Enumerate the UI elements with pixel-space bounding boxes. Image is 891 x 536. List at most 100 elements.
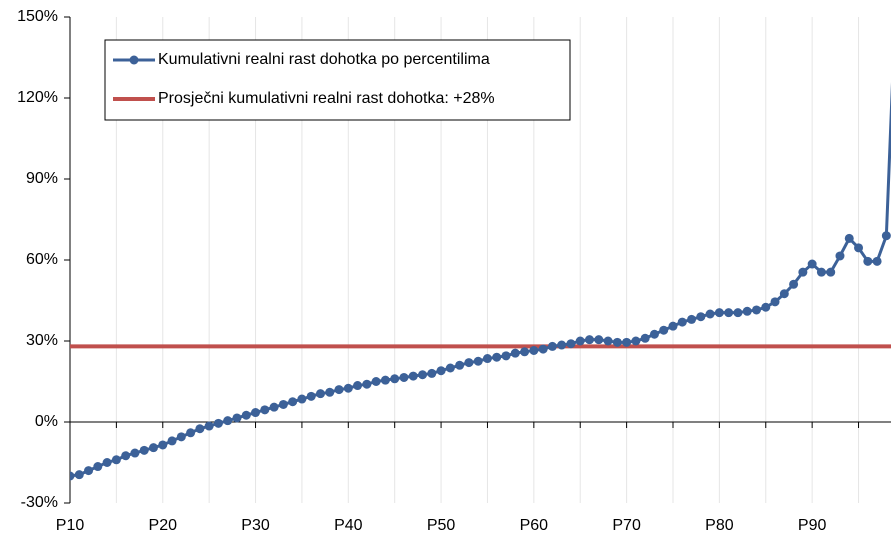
data-point xyxy=(390,374,400,384)
data-point xyxy=(547,341,557,351)
data-point xyxy=(139,445,149,455)
data-point xyxy=(677,317,687,327)
data-point xyxy=(659,325,669,335)
legend-label: Kumulativni realni rast dohotka po perce… xyxy=(158,51,490,68)
data-point xyxy=(668,321,678,331)
data-point xyxy=(74,470,84,480)
data-point xyxy=(251,408,261,418)
data-point xyxy=(380,375,390,385)
data-point xyxy=(278,399,288,409)
y-tick-label: 150% xyxy=(17,8,58,25)
data-point xyxy=(418,370,428,380)
data-point xyxy=(84,466,94,476)
data-point xyxy=(445,363,455,373)
data-point xyxy=(585,335,595,345)
x-tick-label: P40 xyxy=(334,517,363,534)
data-point xyxy=(575,336,585,346)
data-point xyxy=(612,337,622,347)
y-tick-label: 120% xyxy=(17,89,58,106)
data-point xyxy=(353,381,363,391)
y-tick-label: 30% xyxy=(26,332,58,349)
x-tick-label: P30 xyxy=(241,517,270,534)
data-point xyxy=(687,314,697,324)
data-point xyxy=(492,352,502,362)
data-point xyxy=(371,377,381,386)
data-point xyxy=(557,340,567,350)
data-point xyxy=(844,233,854,243)
data-point xyxy=(436,366,446,376)
data-point xyxy=(213,418,223,428)
data-point xyxy=(770,297,780,307)
data-point xyxy=(594,335,604,345)
axes: -30% 0% 30% 60% 90% 120% 150% P10 P20 P30 P40 P50 P6… xyxy=(17,8,891,534)
y-tick-label: 90% xyxy=(26,170,58,187)
data-point xyxy=(714,308,724,318)
data-point xyxy=(816,267,826,277)
legend-box xyxy=(104,39,571,121)
data-point xyxy=(881,231,891,241)
data-point xyxy=(111,455,121,465)
data-point xyxy=(223,416,233,426)
data-point xyxy=(167,436,177,446)
x-tick-label: P70 xyxy=(612,517,641,534)
data-point xyxy=(325,387,335,397)
data-point xyxy=(807,259,817,269)
data-point xyxy=(566,339,576,349)
data-point xyxy=(455,360,465,370)
data-point xyxy=(93,462,103,472)
data-point xyxy=(640,333,650,343)
x-tick-label: P10 xyxy=(56,517,85,534)
data-point xyxy=(789,279,799,289)
data-point xyxy=(751,305,761,315)
data-point xyxy=(148,443,158,453)
data-point xyxy=(306,391,316,401)
y-tick-label: 0% xyxy=(35,413,58,430)
data-point xyxy=(854,243,864,253)
data-point xyxy=(696,312,706,322)
data-point xyxy=(232,413,242,423)
data-point xyxy=(761,302,771,312)
data-point xyxy=(408,371,418,381)
data-point xyxy=(315,389,325,399)
data-point xyxy=(631,336,641,346)
data-point xyxy=(482,354,492,364)
data-point xyxy=(70,471,75,481)
data-point xyxy=(158,440,168,450)
data-point xyxy=(297,394,307,404)
data-point xyxy=(130,448,140,458)
x-tick-label: P90 xyxy=(798,517,827,534)
data-point xyxy=(798,267,808,277)
x-tick-label: P60 xyxy=(520,517,549,534)
data-point xyxy=(501,351,511,361)
x-tick-label: P80 xyxy=(705,517,734,534)
data-point xyxy=(742,306,752,316)
plot-area xyxy=(70,82,891,481)
data-point xyxy=(603,336,613,346)
y-tick-label: -30% xyxy=(21,494,58,511)
data-point xyxy=(649,329,659,339)
data-point xyxy=(724,308,734,318)
data-point xyxy=(362,379,372,389)
data-point xyxy=(343,383,353,393)
data-point xyxy=(102,458,112,467)
data-point xyxy=(622,337,632,347)
legend-swatch xyxy=(129,55,139,65)
data-point xyxy=(733,308,743,318)
legend-label: Prosječni kumulativni realni rast dohotk… xyxy=(158,90,495,107)
data-point xyxy=(826,267,836,277)
data-point xyxy=(872,256,882,266)
data-point xyxy=(464,358,474,368)
data-point xyxy=(241,410,251,420)
data-point xyxy=(538,344,548,354)
y-tick-label: 60% xyxy=(26,251,58,268)
data-point xyxy=(520,347,530,357)
data-point xyxy=(186,428,196,438)
data-point xyxy=(269,402,279,412)
data-point xyxy=(510,348,520,358)
data-point xyxy=(176,432,186,442)
data-point xyxy=(835,251,845,261)
data-point xyxy=(260,405,270,415)
data-point xyxy=(473,356,483,366)
